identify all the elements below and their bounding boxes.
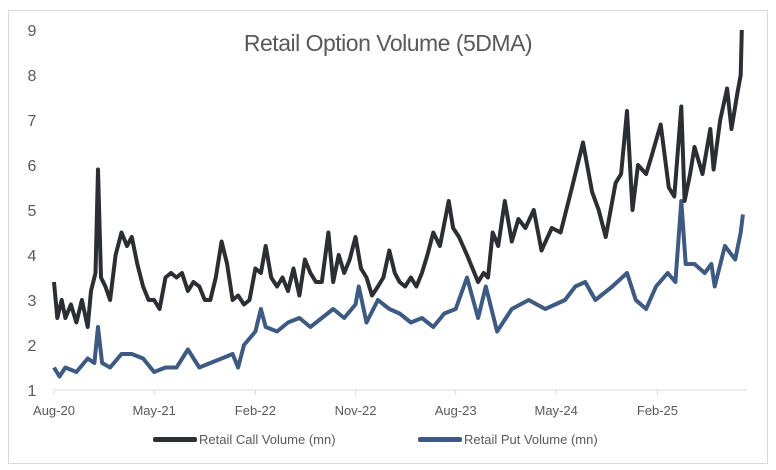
x-tick-label: Feb-22 — [235, 403, 276, 418]
x-tick-label: Aug-23 — [435, 403, 477, 418]
legend-item-put: Retail Put Volume (mn) — [418, 432, 598, 447]
x-tick-label: Feb-25 — [637, 403, 678, 418]
chart-frame — [8, 10, 768, 464]
y-tick-label: 9 — [28, 23, 37, 40]
series-line-call — [52, 29, 744, 329]
y-tick-label: 3 — [28, 293, 37, 310]
legend-label-put: Retail Put Volume (mn) — [464, 432, 598, 447]
x-tick-label: May-21 — [132, 403, 175, 418]
y-tick-label: 4 — [28, 248, 37, 265]
x-tick-label: May-24 — [535, 403, 578, 418]
x-tick-label: Aug-20 — [33, 403, 75, 418]
y-tick-label: 8 — [28, 68, 37, 85]
y-tick-label: 1 — [28, 383, 37, 400]
chart-title: Retail Option Volume (5DMA) — [243, 30, 533, 56]
legend-swatch-put — [418, 437, 462, 442]
series-line-put — [52, 199, 745, 379]
y-tick-label: 5 — [28, 203, 37, 220]
y-tick-label: 2 — [28, 338, 37, 355]
y-tick-label: 7 — [28, 113, 37, 130]
legend-swatch-call — [153, 437, 197, 442]
x-tick-label: Nov-22 — [335, 403, 377, 418]
legend-item-call: Retail Call Volume (mn) — [153, 432, 336, 447]
legend-label-call: Retail Call Volume (mn) — [199, 432, 336, 447]
y-tick-label: 6 — [28, 158, 37, 175]
